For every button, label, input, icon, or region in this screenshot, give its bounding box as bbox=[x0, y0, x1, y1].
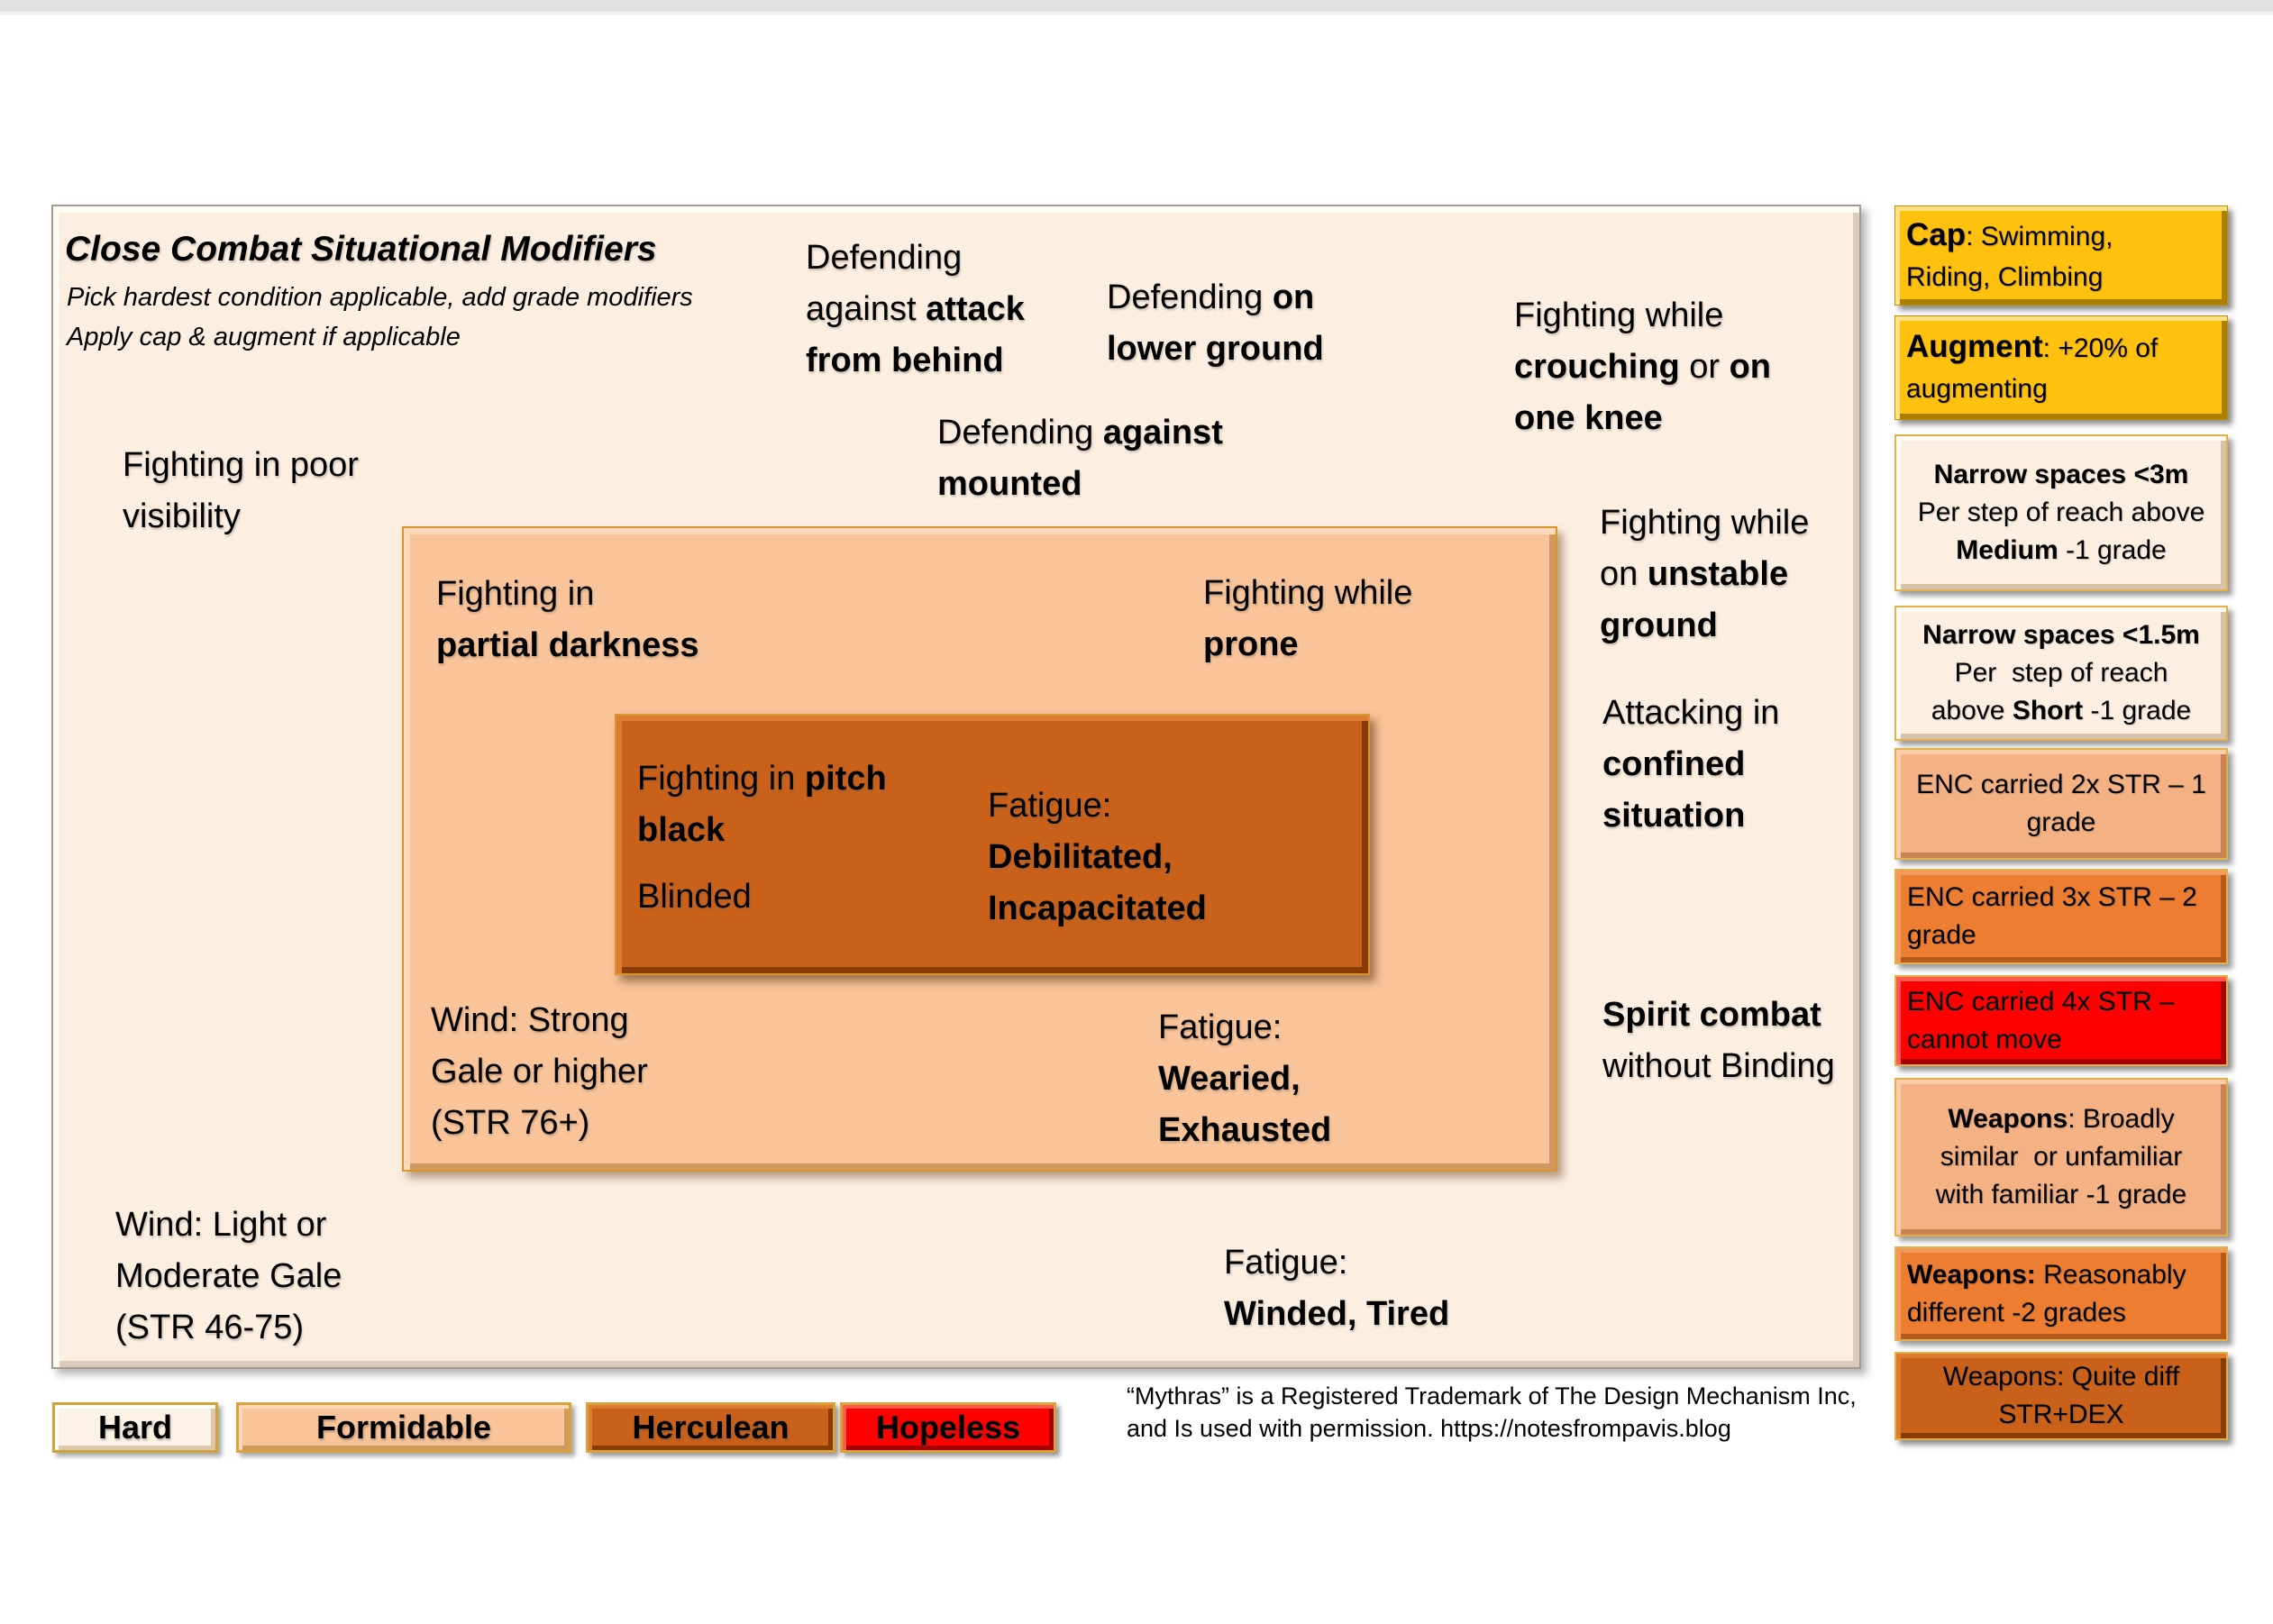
label-blinded: Blinded bbox=[637, 878, 752, 916]
sidebar-weapons-quite: Weapons: Quite diff STR+DEX bbox=[1894, 1352, 2228, 1440]
sidebar-narrow-1-5m: Narrow spaces <1.5m Per step of reach ab… bbox=[1894, 606, 2228, 741]
label-fatigue-winded: Fatigue: Winded, Tired bbox=[1224, 1244, 1450, 1333]
legend-herculean: Herculean bbox=[586, 1402, 835, 1453]
sidebar-augment: Augment: +20% of augmenting bbox=[1894, 315, 2228, 420]
sidebar-enc-3x: ENC carried 3x STR – 2 grade bbox=[1894, 869, 2228, 964]
label-confined-situation: Attacking in confined situation bbox=[1602, 694, 1780, 835]
label-wind-light: Wind: Light or Moderate Gale (STR 46-75) bbox=[115, 1206, 342, 1346]
label-fatigue-debilitated: Fatigue: Debilitated, Incapacitated bbox=[988, 787, 1207, 927]
label-partial-darkness: Fighting in partial darkness bbox=[436, 575, 699, 664]
label-defending-lower-ground: Defending on lower ground bbox=[1107, 278, 1324, 368]
label-defending-attack-behind: Defending against attack from behind bbox=[806, 239, 1025, 379]
label-pitch-black: Fighting in pitch black bbox=[637, 760, 887, 849]
label-defending-mounted: Defending against mounted bbox=[937, 414, 1223, 503]
label-wind-strong: Wind: Strong Gale or higher (STR 76+) bbox=[431, 1001, 648, 1142]
trademark-note: “Mythras” is a Registered Trademark of T… bbox=[1127, 1382, 1857, 1442]
label-poor-visibility: Fighting in poor visibility bbox=[123, 446, 359, 535]
sidebar-weapons-broadly: Weapons: Broadly similar or unfamiliar w… bbox=[1894, 1078, 2228, 1236]
label-unstable-ground: Fighting while on unstable ground bbox=[1600, 504, 1810, 644]
page-title: Close Combat Situational Modifiers bbox=[65, 230, 657, 269]
label-fighting-crouching: Fighting while crouching or on one knee bbox=[1514, 297, 1772, 437]
legend-formidable: Formidable bbox=[236, 1402, 571, 1453]
sidebar-weapons-reasonably: Weapons: Reasonably different -2 grades bbox=[1894, 1246, 2228, 1341]
sidebar-enc-4x: ENC carried 4x STR – cannot move bbox=[1894, 975, 2228, 1066]
top-bar bbox=[0, 0, 2273, 15]
page-subtitle: Pick hardest condition applicable, add g… bbox=[67, 283, 693, 351]
sidebar-cap: Cap: Swimming, Riding, Climbing bbox=[1894, 205, 2228, 306]
sidebar-enc-2x: ENC carried 2x STR – 1 grade bbox=[1894, 748, 2228, 860]
label-fatigue-wearied: Fatigue: Wearied, Exhausted bbox=[1158, 1008, 1332, 1149]
sidebar-narrow-3m: Narrow spaces <3m Per step of reach abov… bbox=[1894, 434, 2228, 591]
label-fighting-prone: Fighting while prone bbox=[1203, 574, 1413, 663]
label-spirit-combat: Spirit combat without Binding bbox=[1602, 996, 1835, 1085]
legend-hopeless: Hopeless bbox=[840, 1402, 1056, 1453]
zone-herculean-box bbox=[615, 714, 1370, 975]
legend-hard: Hard bbox=[52, 1402, 218, 1453]
